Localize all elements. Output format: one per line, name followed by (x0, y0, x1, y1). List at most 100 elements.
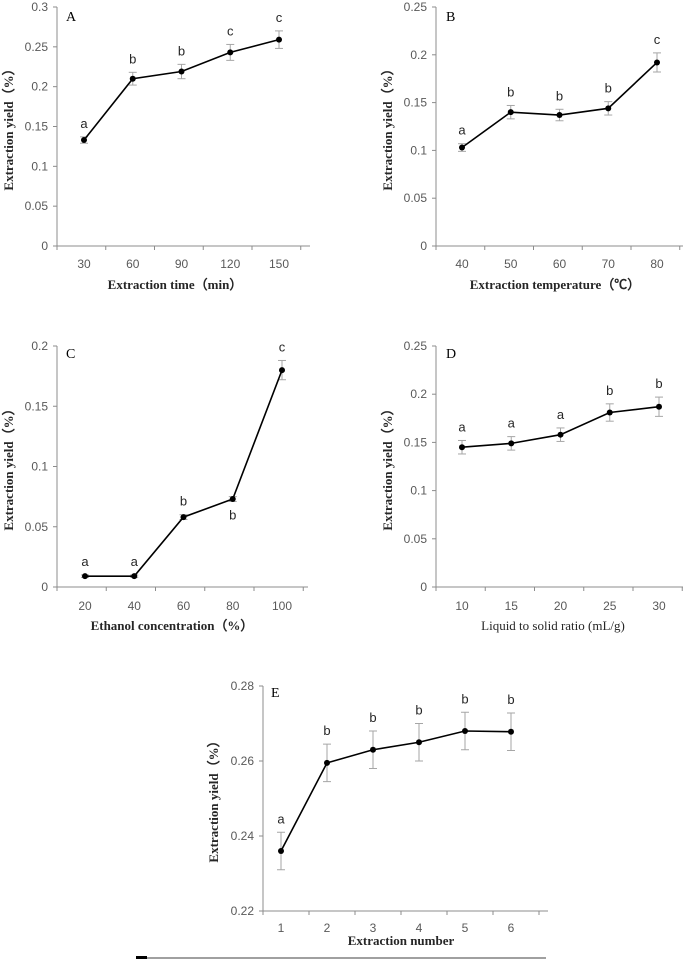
significance-letter: a (458, 123, 466, 138)
data-point (416, 739, 422, 746)
y-tick-label: 0.15 (25, 399, 49, 413)
panel-label: C (66, 347, 75, 362)
y-axis-title: Extraction yield（%） (1, 402, 16, 530)
series-line (461, 61, 658, 149)
significance-letter: c (654, 32, 661, 47)
data-point (81, 137, 87, 144)
x-axis-title: Ethanol concentration（%） (91, 618, 254, 633)
panel-label: B (446, 10, 455, 25)
significance-letter: b (229, 507, 236, 522)
bottom-rule-mark (136, 956, 147, 959)
data-point (556, 112, 563, 119)
significance-letter: c (279, 339, 286, 354)
y-tick-label: 0.1 (31, 159, 48, 173)
series-line (280, 730, 512, 852)
significance-letter: a (557, 407, 565, 422)
significance-letter: b (507, 692, 514, 707)
series-line (85, 369, 283, 577)
y-tick-label: 0.25 (404, 0, 428, 14)
panel-label: A (66, 10, 77, 25)
y-tick-label: 0.24 (231, 829, 255, 843)
data-point (507, 109, 514, 116)
x-tick-label: 120 (220, 257, 240, 271)
x-tick-label: 3 (370, 921, 377, 935)
y-tick-label: 0.15 (25, 120, 49, 134)
data-point (82, 573, 88, 580)
data-point (278, 848, 284, 854)
y-tick-label: 0.22 (231, 904, 255, 918)
significance-letter: a (508, 416, 516, 431)
data-point (276, 36, 282, 43)
x-axis-title: Extraction temperature（℃） (470, 277, 641, 292)
x-tick-label: 20 (78, 599, 92, 613)
x-axis-title: Liquid to solid ratio (mL/g) (481, 618, 625, 633)
significance-letter: a (277, 811, 285, 826)
x-tick-label: 2 (324, 921, 331, 935)
x-tick-label: 50 (504, 257, 518, 271)
significance-letter: b (507, 84, 514, 99)
x-tick-label: 30 (77, 257, 91, 271)
y-tick-label: 0.05 (25, 520, 49, 534)
significance-letter: c (276, 10, 283, 25)
chart-panel-d: 0 0.05 0.1 0.15 0.2 0.25 10 15 20 25 30 a a a b b D Liqui… (380, 339, 683, 633)
x-tick-label: 25 (603, 599, 617, 613)
y-tick-label: 0.2 (410, 387, 427, 401)
data-point (129, 75, 136, 82)
y-tick-label: 0.05 (404, 191, 428, 205)
x-tick-label: 80 (226, 599, 240, 613)
significance-letter: a (458, 419, 466, 434)
y-tick-label: 0.15 (404, 435, 428, 449)
data-point (557, 431, 564, 438)
x-tick-label: 6 (508, 921, 515, 935)
data-point (227, 49, 234, 56)
x-tick-label: 5 (462, 921, 469, 935)
y-tick-label: 0.05 (25, 199, 49, 213)
y-tick-label: 0 (420, 239, 427, 253)
x-tick-label: 150 (269, 257, 289, 271)
x-tick-label: 1 (278, 921, 285, 935)
significance-letter: b (180, 494, 187, 509)
data-point (180, 514, 187, 521)
significance-letter: b (369, 710, 376, 725)
significance-letter: b (461, 691, 468, 706)
data-point (324, 759, 330, 766)
significance-letter: a (81, 554, 89, 569)
significance-letter: b (556, 88, 563, 103)
y-tick-label: 0.2 (410, 48, 427, 62)
x-tick-label: 40 (128, 599, 142, 613)
chart-panel-e: 0.22 0.24 0.26 0.28 1 2 3 4 5 6 a b b b b b E Extraction … (206, 679, 548, 948)
significance-letter: b (178, 43, 185, 58)
x-tick-label: 60 (177, 599, 191, 613)
y-tick-label: 0 (41, 239, 48, 253)
data-point (131, 573, 138, 580)
x-tick-label: 90 (175, 257, 189, 271)
x-tick-label: 60 (553, 257, 567, 271)
data-point (178, 68, 185, 75)
x-tick-label: 30 (652, 599, 666, 613)
y-tick-label: 0.26 (231, 754, 255, 768)
data-point (279, 367, 285, 374)
data-point (654, 59, 660, 66)
y-tick-label: 0.1 (410, 484, 427, 498)
data-point (606, 409, 613, 416)
significance-letter: b (605, 81, 612, 96)
x-tick-label: 20 (554, 599, 568, 613)
data-point (656, 403, 662, 410)
y-tick-label: 0.25 (404, 339, 428, 353)
y-tick-label: 0.3 (31, 0, 48, 14)
y-tick-label: 0 (420, 580, 427, 594)
x-tick-label: 4 (416, 921, 423, 935)
significance-letter: a (80, 116, 88, 131)
y-tick-label: 0.2 (31, 339, 48, 353)
chart-panel-a: 0 0.05 0.1 0.15 0.2 0.25 0.3 30 60 90 120 150 a b b c c A… (1, 0, 310, 292)
x-tick-label: 40 (455, 257, 469, 271)
data-point (508, 440, 515, 447)
significance-letter: b (655, 376, 662, 391)
significance-letter: a (131, 554, 139, 569)
x-axis-title: Extraction time（min） (108, 277, 243, 292)
x-tick-label: 100 (272, 599, 292, 613)
chart-panel-c: 0 0.05 0.1 0.15 0.2 20 40 60 80 100 a a b b c C Ethanol … (1, 339, 308, 633)
y-tick-label: 0.28 (231, 679, 255, 693)
data-point (459, 444, 465, 451)
